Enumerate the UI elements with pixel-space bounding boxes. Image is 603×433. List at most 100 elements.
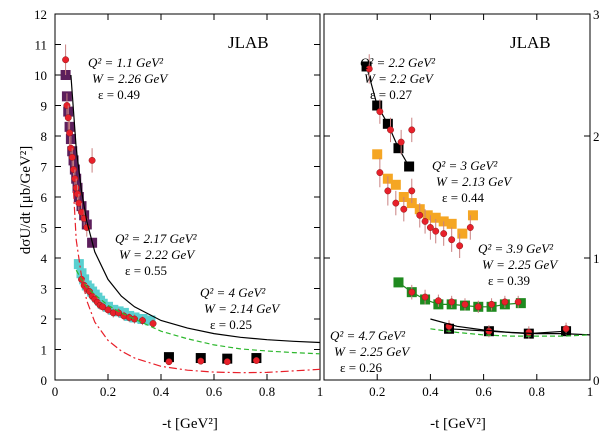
data-point bbox=[448, 298, 456, 306]
model-square bbox=[404, 161, 415, 172]
data-point bbox=[67, 144, 75, 152]
data-point bbox=[525, 328, 533, 336]
x-tick-label: 0.4 bbox=[422, 384, 439, 399]
model-square bbox=[467, 210, 478, 221]
y-tick-label: 12 bbox=[34, 7, 47, 22]
annotation-w: W = 2.13 GeV bbox=[436, 174, 513, 189]
annotation-w: W = 2.14 GeV bbox=[204, 301, 281, 316]
data-point bbox=[68, 153, 76, 161]
data-point bbox=[99, 303, 107, 311]
data-point bbox=[408, 126, 416, 134]
x-axis-label-left: -t [GeV²] bbox=[162, 416, 218, 432]
data-point bbox=[376, 169, 384, 177]
x-tick-label: 0.6 bbox=[206, 384, 223, 399]
annotation-q2: Q² = 2.17 GeV² bbox=[115, 231, 198, 246]
data-point bbox=[223, 358, 231, 366]
y-tick-label: 7 bbox=[41, 160, 48, 175]
data-point bbox=[71, 175, 79, 183]
annotation-w: W = 2.25 GeV bbox=[334, 344, 411, 359]
plot-area bbox=[361, 54, 590, 339]
data-point bbox=[115, 309, 123, 317]
annotation-epsilon: ε = 0.49 bbox=[98, 87, 140, 102]
y-tick-label: 10 bbox=[34, 68, 47, 83]
annotation-epsilon: ε = 0.26 bbox=[340, 360, 383, 375]
data-point bbox=[408, 187, 416, 195]
data-point bbox=[456, 242, 464, 250]
annotation-epsilon: ε = 0.39 bbox=[488, 273, 530, 288]
y-tick-label: 8 bbox=[41, 129, 48, 144]
y-tick-label: 0 bbox=[41, 373, 48, 388]
panel-label-left: JLAB bbox=[228, 33, 269, 52]
model-square bbox=[163, 352, 174, 363]
data-point bbox=[74, 190, 81, 198]
model-square bbox=[393, 143, 404, 154]
data-point bbox=[365, 65, 373, 73]
x-tick-label: 1 bbox=[587, 384, 594, 399]
x-axis-label-right: -t [GeV²] bbox=[430, 416, 486, 432]
solid-model-curve bbox=[430, 318, 590, 336]
y-tick-label: 1 bbox=[41, 343, 48, 358]
data-point bbox=[139, 317, 146, 324]
data-point bbox=[64, 114, 72, 122]
dashed-model-curve bbox=[75, 269, 320, 355]
model-square bbox=[457, 228, 468, 239]
data-point bbox=[376, 108, 384, 116]
annotation-q2: Q² = 1.1 GeV² bbox=[88, 55, 164, 70]
y-tick-label: 2 bbox=[593, 129, 600, 144]
data-point bbox=[197, 357, 205, 365]
model-square bbox=[372, 149, 383, 160]
data-point bbox=[432, 227, 440, 235]
model-square bbox=[390, 179, 401, 190]
data-point bbox=[88, 156, 96, 164]
x-tick-label: 0.8 bbox=[529, 384, 545, 399]
model-connecting-line bbox=[398, 281, 521, 308]
data-point bbox=[466, 224, 474, 231]
annotation-q2: Q² = 3.9 GeV² bbox=[478, 241, 554, 256]
y-tick-label: 2 bbox=[41, 312, 48, 327]
model-square bbox=[372, 100, 383, 111]
data-point bbox=[440, 230, 448, 238]
data-point bbox=[426, 224, 434, 231]
annotation-q2: Q² = 3 GeV² bbox=[432, 158, 498, 173]
y-tick-label: 5 bbox=[41, 221, 48, 236]
x-tick-label: 0.6 bbox=[475, 384, 492, 399]
annotation-epsilon: ε = 0.27 bbox=[370, 87, 413, 102]
data-point bbox=[252, 357, 260, 364]
y-tick-label: 9 bbox=[41, 99, 48, 114]
data-point bbox=[104, 306, 112, 314]
data-point bbox=[397, 138, 405, 146]
data-point bbox=[421, 293, 429, 301]
y-tick-label: 11 bbox=[34, 38, 47, 53]
data-point bbox=[66, 129, 74, 137]
data-point bbox=[461, 300, 469, 308]
data-point bbox=[72, 184, 80, 192]
dashed-model-curve bbox=[430, 328, 590, 337]
annotation-w: W = 2.25 GeV bbox=[482, 257, 559, 272]
x-tick-label: 1 bbox=[317, 384, 324, 399]
data-point bbox=[421, 217, 429, 225]
data-point bbox=[408, 288, 416, 296]
model-square bbox=[422, 210, 433, 221]
data-point bbox=[514, 298, 522, 306]
x-tick-label: 0.2 bbox=[369, 384, 385, 399]
data-point bbox=[63, 102, 71, 109]
model-square bbox=[393, 277, 404, 288]
y-tick-label: 6 bbox=[41, 190, 48, 205]
model-square bbox=[446, 218, 457, 229]
data-point bbox=[448, 236, 456, 244]
model-square bbox=[145, 315, 156, 326]
annotation-q2: Q² = 4 GeV² bbox=[200, 285, 266, 300]
data-point bbox=[562, 325, 570, 333]
plot-area bbox=[60, 44, 320, 374]
annotation-w: W = 2.26 GeV bbox=[92, 71, 169, 86]
x-tick-label: 0 bbox=[52, 384, 59, 399]
data-point bbox=[70, 166, 78, 174]
y-tick-label: 3 bbox=[41, 282, 48, 297]
y-tick-label: 3 bbox=[593, 7, 600, 22]
data-point bbox=[392, 199, 400, 207]
data-point bbox=[501, 298, 509, 306]
x-tick-label: 0.2 bbox=[100, 384, 116, 399]
solid-model-curve bbox=[70, 74, 320, 344]
